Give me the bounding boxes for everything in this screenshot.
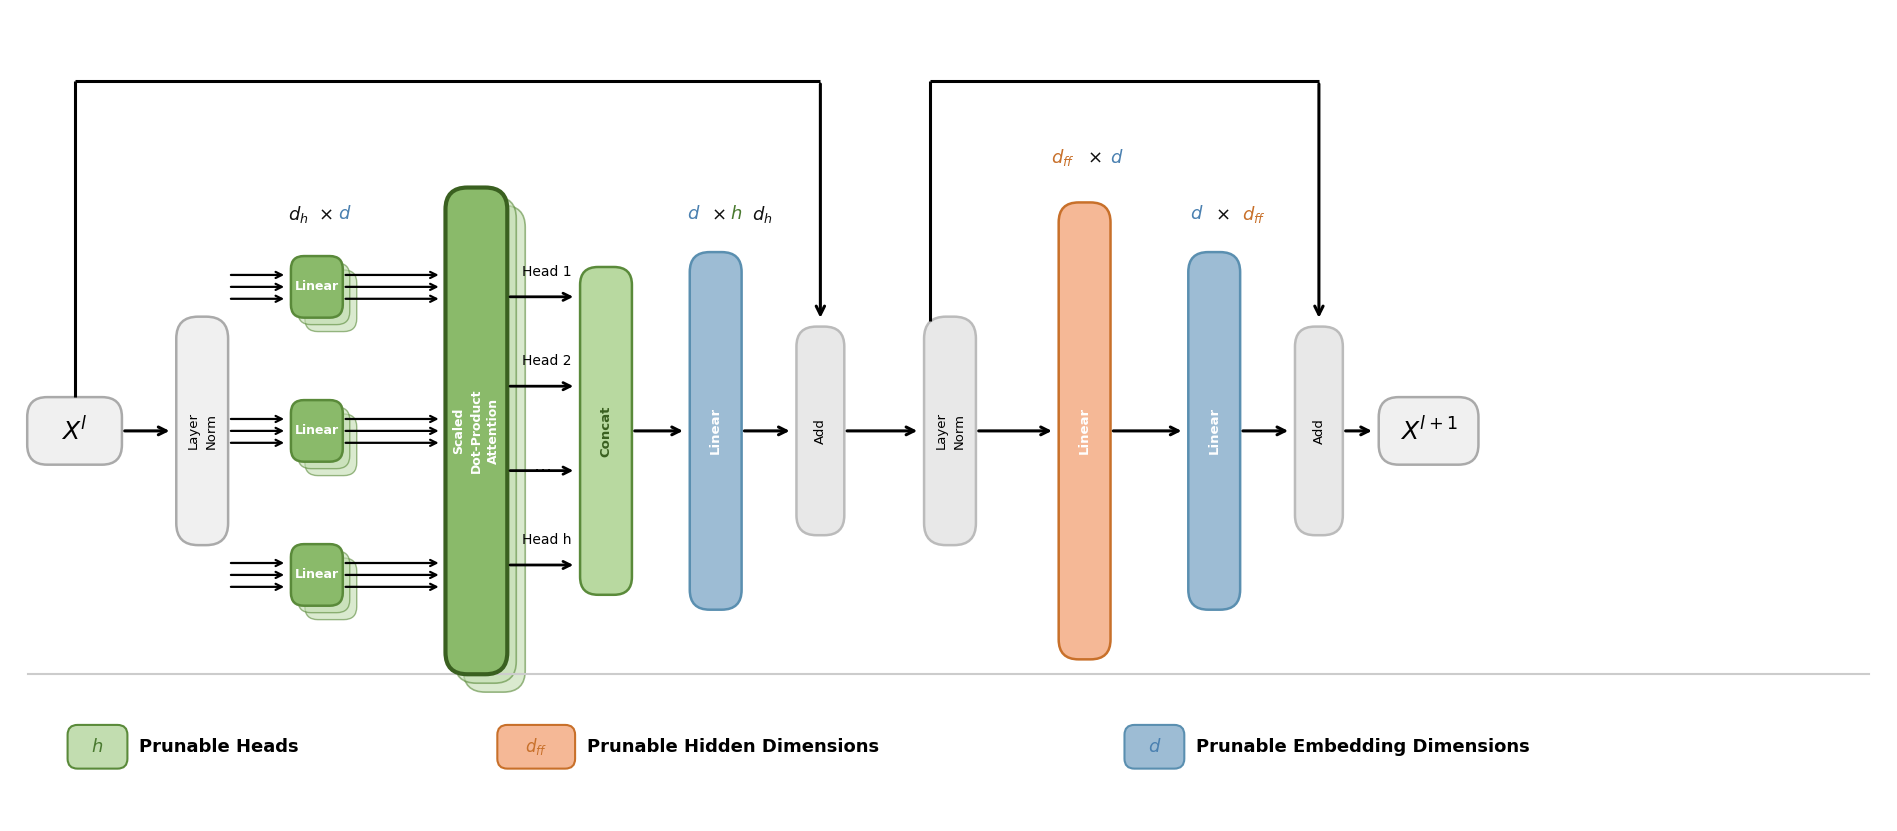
Text: $X^{l+1}$: $X^{l+1}$ <box>1400 416 1457 445</box>
Text: ⋯: ⋯ <box>535 462 552 479</box>
Text: $d_{ff}$: $d_{ff}$ <box>1051 147 1074 168</box>
Text: $d_h$: $d_h$ <box>751 204 772 225</box>
Text: Layer
Norm: Layer Norm <box>186 412 218 450</box>
FancyBboxPatch shape <box>290 400 343 462</box>
Text: Layer
Norm: Layer Norm <box>935 412 966 450</box>
Text: $d_h$: $d_h$ <box>288 204 309 225</box>
FancyBboxPatch shape <box>463 205 525 692</box>
FancyBboxPatch shape <box>1059 203 1110 659</box>
Text: Head 1: Head 1 <box>522 265 571 279</box>
Text: $d$: $d$ <box>1189 205 1203 224</box>
Text: Head h: Head h <box>522 534 571 547</box>
FancyBboxPatch shape <box>1379 397 1478 465</box>
Text: $d$: $d$ <box>338 205 351 224</box>
FancyBboxPatch shape <box>176 317 228 545</box>
FancyBboxPatch shape <box>1188 252 1241 610</box>
Text: $d_{ff}$: $d_{ff}$ <box>525 736 548 757</box>
Text: Linear: Linear <box>294 568 340 582</box>
Text: $\times$: $\times$ <box>1214 205 1229 224</box>
FancyBboxPatch shape <box>455 196 516 683</box>
Text: Linear: Linear <box>709 407 723 455</box>
Text: $\times$: $\times$ <box>711 205 727 224</box>
Text: Add: Add <box>1313 418 1326 444</box>
Text: $d$: $d$ <box>687 205 700 224</box>
FancyBboxPatch shape <box>298 407 349 469</box>
FancyBboxPatch shape <box>68 725 127 769</box>
Text: Add: Add <box>814 418 827 444</box>
FancyBboxPatch shape <box>497 725 575 769</box>
FancyBboxPatch shape <box>298 551 349 612</box>
Text: Head 2: Head 2 <box>522 354 571 368</box>
Text: $X^l$: $X^l$ <box>61 416 87 445</box>
FancyBboxPatch shape <box>27 397 121 465</box>
FancyBboxPatch shape <box>924 317 975 545</box>
Text: Prunable Hidden Dimensions: Prunable Hidden Dimensions <box>586 738 878 755</box>
Text: $d_{ff}$: $d_{ff}$ <box>1243 204 1265 225</box>
FancyBboxPatch shape <box>290 256 343 317</box>
Text: Prunable Embedding Dimensions: Prunable Embedding Dimensions <box>1197 738 1531 755</box>
Text: Prunable Heads: Prunable Heads <box>138 738 300 755</box>
FancyBboxPatch shape <box>290 544 343 606</box>
Text: $h$: $h$ <box>91 738 104 755</box>
Text: $\times$: $\times$ <box>1087 149 1102 167</box>
Text: Concat: Concat <box>599 406 613 456</box>
Text: $d$: $d$ <box>1148 738 1161 755</box>
FancyBboxPatch shape <box>1296 327 1343 535</box>
FancyBboxPatch shape <box>305 558 357 620</box>
FancyBboxPatch shape <box>691 252 742 610</box>
Text: $\times$: $\times$ <box>317 205 332 224</box>
Text: $d$: $d$ <box>1110 149 1123 167</box>
FancyBboxPatch shape <box>298 263 349 325</box>
FancyBboxPatch shape <box>797 327 844 535</box>
Text: Scaled
Dot-Product
Attention: Scaled Dot-Product Attention <box>451 389 501 473</box>
FancyBboxPatch shape <box>1125 725 1184 769</box>
Text: Linear: Linear <box>294 425 340 437</box>
Text: Linear: Linear <box>1077 407 1091 455</box>
FancyBboxPatch shape <box>305 414 357 475</box>
Text: $h$: $h$ <box>730 205 742 224</box>
Text: Linear: Linear <box>1208 407 1222 455</box>
FancyBboxPatch shape <box>580 267 632 595</box>
FancyBboxPatch shape <box>305 270 357 332</box>
Text: Linear: Linear <box>294 280 340 293</box>
FancyBboxPatch shape <box>446 188 506 674</box>
